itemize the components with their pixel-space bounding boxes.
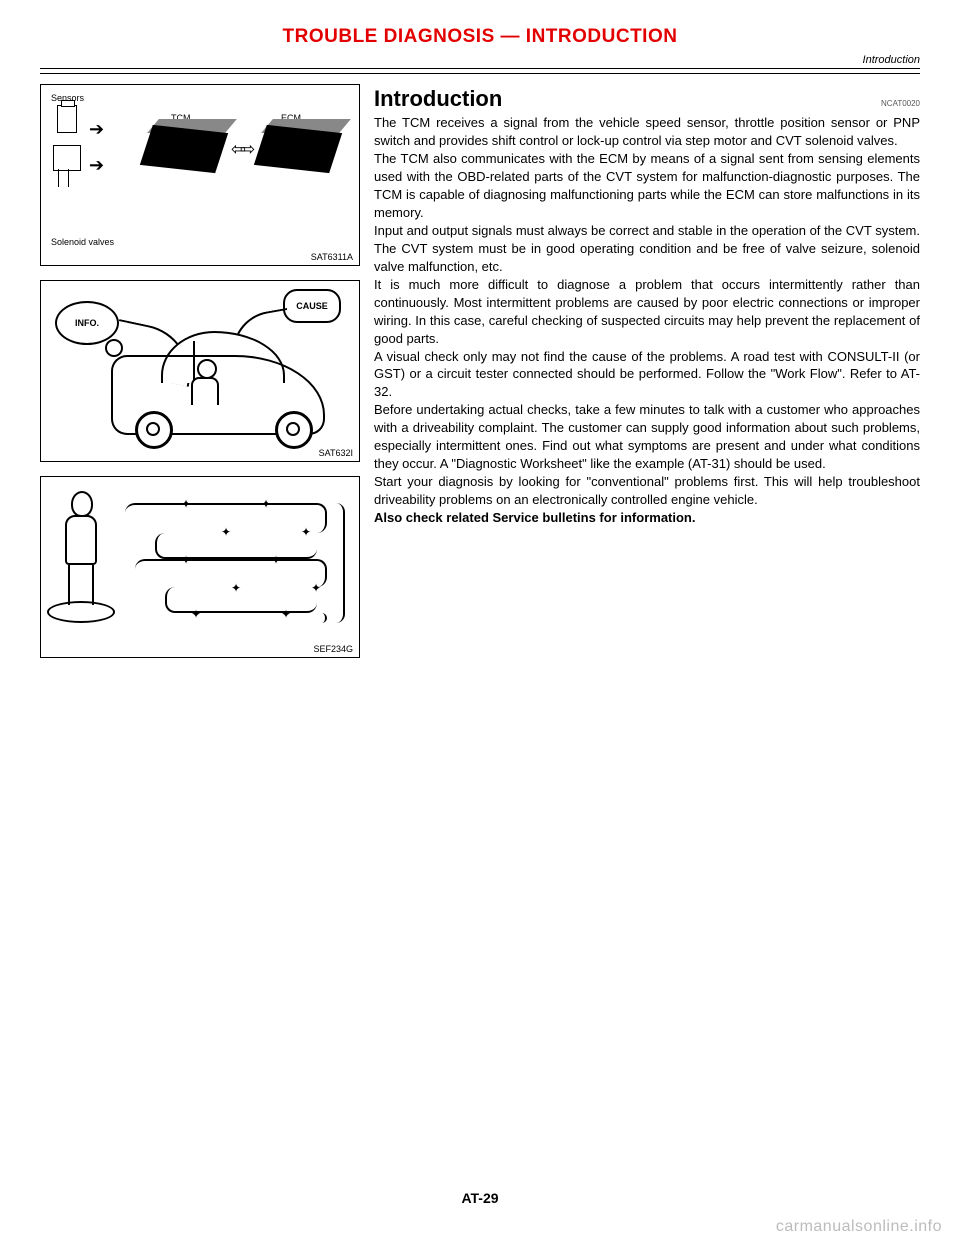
figure-wiring-maze: ✦ ✦ ✦ ✦ ✦ ✦ ✦ ✦ ✦ ✦ SEF234G [40,476,360,658]
body-text: The TCM receives a signal from the vehic… [374,114,920,527]
wheel-icon [135,411,173,449]
tcm-box-icon [140,125,228,173]
divider [40,71,920,74]
figures-column: Sensors ➔ ➔ TCM ⇦⇨ ECM Solenoid valves S… [40,84,360,672]
cause-bubble-text: CAUSE [296,301,328,311]
info-bubble: INFO. [55,301,119,345]
figure-caption: SAT6311A [311,252,353,262]
text-column: NCAT0020 Introduction The TCM receives a… [374,84,920,672]
double-arrow-icon: ⇦⇨ [231,139,249,160]
content-area: Sensors ➔ ➔ TCM ⇦⇨ ECM Solenoid valves S… [0,84,960,672]
sensor-icon [57,105,77,133]
chapter-title: TROUBLE DIAGNOSIS — INTRODUCTION [0,26,960,48]
paragraph: The TCM receives a signal from the vehic… [374,114,920,150]
arrow-icon: ➔ [89,119,104,140]
solenoid-legs-icon [58,169,59,187]
solenoid-label: Solenoid valves [51,237,114,247]
info-bubble-text: INFO. [75,318,99,328]
watermark: carmanualsonline.info [776,1218,942,1236]
ecm-box-icon [254,125,342,173]
figure-tcm-ecm-diagram: Sensors ➔ ➔ TCM ⇦⇨ ECM Solenoid valves S… [40,84,360,266]
arrow-icon: ➔ [89,155,104,176]
paragraph: Input and output signals must always be … [374,222,920,276]
page: TROUBLE DIAGNOSIS — INTRODUCTION Introdu… [0,0,960,1242]
base-ellipse-icon [47,601,115,623]
paragraph: Before undertaking actual checks, take a… [374,401,920,473]
article-heading: Introduction [374,84,502,114]
paragraph: The TCM also communicates with the ECM b… [374,150,920,222]
technician-icon [65,491,97,605]
wiring-path-icon: ✦ ✦ ✦ ✦ ✦ ✦ ✦ ✦ ✦ ✦ [121,499,345,627]
paragraph: It is much more difficult to diagnose a … [374,276,920,348]
reference-code: NCAT0020 [881,98,920,109]
paragraph: A visual check only may not find the cau… [374,348,920,402]
bold-note: Also check related Service bulletins for… [374,509,920,527]
figure-caption: SEF234G [313,644,353,654]
paragraph: Start your diagnosis by looking for "con… [374,473,920,509]
driver-head-icon [197,359,217,379]
wheel-icon [275,411,313,449]
figure-caption: SAT632I [319,448,353,458]
driver-body-icon [191,377,219,405]
cause-bubble: CAUSE [283,289,341,323]
page-number: AT-29 [0,1190,960,1206]
section-subtitle: Introduction [40,54,920,69]
solenoid-icon [53,145,81,171]
header: TROUBLE DIAGNOSIS — INTRODUCTION [0,0,960,48]
figure-customer-car: INFO. CAUSE SAT632I [40,280,360,462]
